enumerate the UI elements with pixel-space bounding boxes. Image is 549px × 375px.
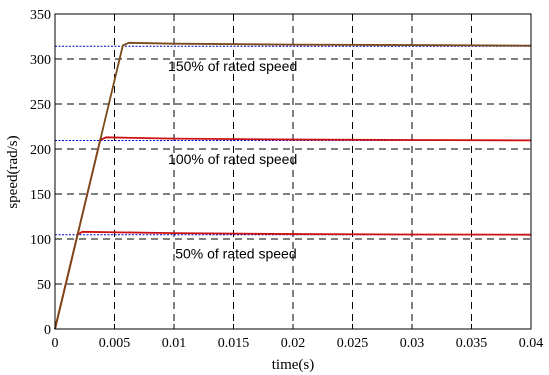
speed-annotation: 50% of rated speed	[175, 245, 296, 261]
y-axis-label: speed(rad/s)	[5, 135, 21, 208]
speed-series-line	[54, 41, 532, 330]
x-tick-label: 0.015	[218, 336, 250, 351]
x-tick-label: 0.02	[281, 336, 306, 351]
x-axis-label: time(s)	[272, 357, 315, 373]
x-tick-label: 0.035	[456, 336, 488, 351]
y-tick-label: 300	[30, 53, 51, 68]
y-tick-label: 50	[37, 278, 51, 293]
x-ticks: 0 0.005 0.01 0.015 0.02 0.025 0.03 0.035 0.04	[52, 324, 544, 351]
annotations: 150% of rated speed 100% of rated speed 50…	[168, 58, 297, 261]
y-tick-label: 100	[30, 233, 51, 248]
grid	[55, 14, 531, 329]
x-tick-label: 0.03	[400, 336, 425, 351]
y-ticks: 0 50 100 150 200 250 300 350	[30, 8, 60, 338]
x-tick-label: 0	[52, 336, 59, 351]
x-tick-label: 0.025	[337, 336, 369, 351]
speed-annotation: 100% of rated speed	[168, 151, 297, 167]
y-tick-label: 200	[30, 143, 51, 158]
speed-annotation: 150% of rated speed	[168, 58, 297, 74]
y-tick-label: 150	[30, 188, 51, 203]
y-tick-label: 350	[30, 8, 51, 23]
x-tick-label: 0.01	[162, 336, 187, 351]
x-tick-label: 0.04	[519, 336, 544, 351]
x-tick-label: 0.005	[99, 336, 131, 351]
y-tick-label: 0	[44, 323, 51, 338]
y-tick-label: 250	[30, 98, 51, 113]
series-lines	[54, 41, 532, 330]
